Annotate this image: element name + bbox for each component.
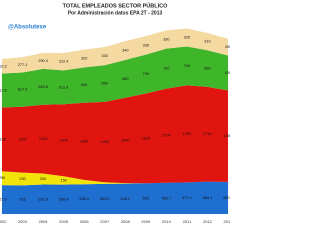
value-label: 617.3 (18, 88, 28, 92)
x-tick-label: 2009 (141, 219, 151, 224)
value-label: 1750 (183, 132, 191, 136)
value-label: 1300 (59, 138, 67, 142)
value-label: 543.9 (100, 197, 110, 201)
value-label: 562.7 (162, 196, 172, 200)
value-label: 310 (204, 40, 210, 44)
value-label: 312.4 (59, 60, 69, 64)
value-label: 612.6 (0, 89, 7, 93)
x-tick-label: 2012 (203, 219, 213, 224)
value-label: 700 (184, 64, 190, 68)
value-label: 1700 (162, 134, 170, 138)
value-label: 1450 (101, 140, 109, 144)
value-label: 1190 (18, 138, 26, 142)
x-tick-label: 2003 (18, 219, 28, 224)
value-label: 1650 (224, 134, 230, 138)
value-label: 1710 (203, 132, 211, 136)
x-tick-label: 2005 (59, 219, 69, 224)
value-label: 640 (81, 83, 87, 87)
value-label: 516 (19, 198, 25, 202)
value-label: 660 (102, 82, 108, 86)
value-label: 555 (143, 197, 149, 201)
x-tick-label: 2011 (183, 219, 192, 224)
value-label: 200 (40, 177, 46, 181)
value-label: 530.4 (59, 197, 69, 201)
value-label: 1540 (121, 138, 129, 142)
value-label: 250 (0, 176, 5, 180)
value-label: 300 (225, 45, 230, 49)
chart-subtitle: Por Administración datos EPA 2T - 2013 (68, 10, 163, 16)
value-label: 330 (102, 54, 108, 58)
value-label: 660 (204, 67, 210, 71)
value-label: 630 (225, 71, 230, 75)
x-tick-label: 2002 (0, 219, 7, 224)
area (2, 85, 228, 184)
watermark: @Absolutexe (8, 25, 47, 31)
value-label: 325 (184, 36, 190, 40)
value-label: 1390 (80, 139, 88, 143)
value-label: 320 (81, 56, 87, 60)
area (2, 181, 228, 214)
value-label: 330 (163, 38, 169, 42)
value-label: 230 (19, 177, 25, 181)
area (2, 46, 228, 108)
value-label: 277.1 (18, 63, 28, 67)
value-label: 521.6 (0, 198, 7, 202)
area (2, 28, 228, 74)
area (2, 171, 228, 186)
x-tick-label: 2013 (224, 219, 230, 224)
chart-title: TOTAL EMPLEADOS SECTOR PÚBLICO (63, 2, 168, 9)
value-label: 548.1 (121, 197, 131, 201)
value-label: 335 (143, 43, 149, 47)
value-label: 1150 (0, 137, 6, 141)
value-label: 536.3 (79, 197, 89, 201)
x-tick-label: 2004 (39, 219, 49, 224)
value-label: 580.6 (223, 196, 230, 200)
value-label: 645.6 (38, 85, 48, 89)
value-label: 584.4 (203, 196, 213, 200)
value-label: 531.6 (38, 197, 48, 201)
value-label: 340 (122, 49, 128, 53)
x-tick-label: 2007 (100, 219, 110, 224)
value-label: 150 (60, 178, 66, 182)
x-tick-label: 2010 (162, 219, 172, 224)
x-tick-label: 2006 (80, 219, 90, 224)
value-label: 262.2 (0, 64, 7, 68)
value-label: 1240 (39, 137, 47, 141)
value-label: 1620 (142, 136, 150, 140)
value-label: 611.9 (59, 85, 68, 89)
x-tick-label: 2008 (121, 219, 131, 224)
value-label: 700 (143, 72, 149, 76)
chart: TOTAL EMPLEADOS SECTOR PÚBLICO Por Admin… (0, 2, 230, 225)
value-label: 680 (122, 77, 128, 81)
value-label: 571.4 (182, 196, 192, 200)
value-label: 290.4 (38, 59, 48, 63)
value-label: 720 (163, 67, 169, 71)
